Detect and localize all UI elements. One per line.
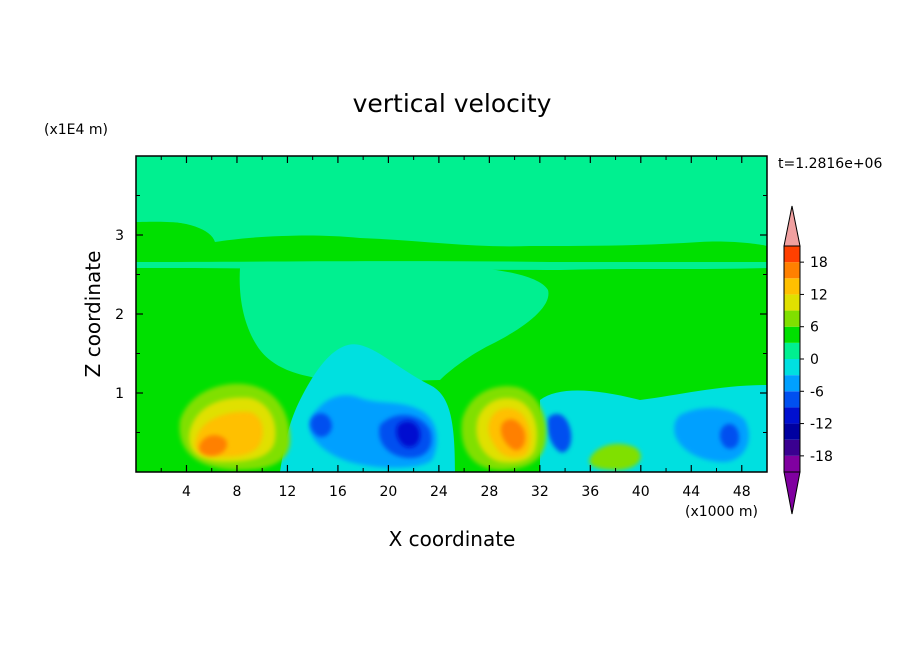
x-tick-label: 32 — [531, 484, 549, 500]
colorbar: -18 -12 -6 0 6 12 18 — [783, 205, 833, 515]
colorbar-swatch — [784, 262, 800, 279]
x-tick-label: 20 — [379, 484, 397, 500]
x-tick-label: 8 — [232, 484, 241, 500]
colorbar-swatch — [784, 246, 800, 263]
y-axis-title: Z coordinate — [81, 251, 105, 378]
colorbar-swatch — [784, 439, 800, 456]
chart-title: vertical velocity — [353, 89, 552, 118]
field-lightgreen-bowl — [239, 264, 549, 382]
y-axis-ticks: 1 2 3 — [115, 195, 767, 433]
colorbar-tick-label: -12 — [810, 417, 833, 433]
colorbar-tick-label: 0 — [810, 352, 819, 368]
field-lightgreen-strip — [136, 261, 767, 270]
field-blue-cell5 — [547, 413, 572, 453]
colorbar-lower-extension — [783, 471, 801, 515]
x-axis-title: X coordinate — [389, 527, 516, 551]
colorbar-swatch — [784, 310, 800, 327]
colorbar-tick-label: 6 — [810, 320, 819, 336]
field-blue-cell3 — [396, 421, 421, 448]
colorbar-swatch — [784, 375, 800, 392]
y-tick-label: 2 — [115, 307, 124, 323]
x-tick-label: 44 — [682, 484, 700, 500]
field-updraft-left-peak — [199, 435, 228, 456]
x-tick-label: 40 — [632, 484, 650, 500]
colorbar-swatch — [784, 294, 800, 311]
x-tick-label: 16 — [329, 484, 347, 500]
x-axis-ticks: 4 8 12 16 20 24 28 32 36 40 44 48 — [160, 156, 751, 500]
x-tick-label: 28 — [480, 484, 498, 500]
x-tick-label: 48 — [733, 484, 751, 500]
colorbar-tick-label: 12 — [810, 287, 828, 303]
x-tick-label: 12 — [279, 484, 297, 500]
x-unit-label: (x1000 m) — [685, 504, 758, 520]
colorbar-swatch — [784, 342, 800, 359]
field-updraft-center-peak — [500, 419, 526, 451]
contour-field — [136, 156, 767, 472]
colorbar-swatch — [784, 359, 800, 376]
colorbar-swatch — [784, 407, 800, 424]
x-tick-label: 4 — [182, 484, 191, 500]
x-tick-label: 24 — [430, 484, 448, 500]
y-tick-label: 1 — [115, 386, 124, 402]
field-lightgreen-topband — [136, 156, 767, 242]
y-tick-label: 3 — [115, 228, 124, 244]
colorbar-tick-label: -18 — [810, 449, 833, 465]
colorbar-swatch — [784, 455, 800, 472]
field-blue-cell4 — [719, 423, 740, 449]
colorbar-swatch — [784, 423, 800, 440]
colorbar-tick-label: 18 — [810, 255, 828, 271]
time-label: t=1.2816e+06 — [778, 156, 882, 172]
colorbar-tick-label: -6 — [810, 384, 824, 400]
field-blue-cell2 — [310, 413, 332, 437]
field-updraft-low — [589, 443, 641, 470]
y-unit-label: (x1E4 m) — [44, 122, 108, 138]
colorbar-swatch — [784, 326, 800, 343]
x-tick-label: 36 — [581, 484, 599, 500]
colorbar-swatch — [784, 391, 800, 408]
colorbar-upper-extension — [783, 205, 801, 247]
colorbar-swatch — [784, 278, 800, 295]
